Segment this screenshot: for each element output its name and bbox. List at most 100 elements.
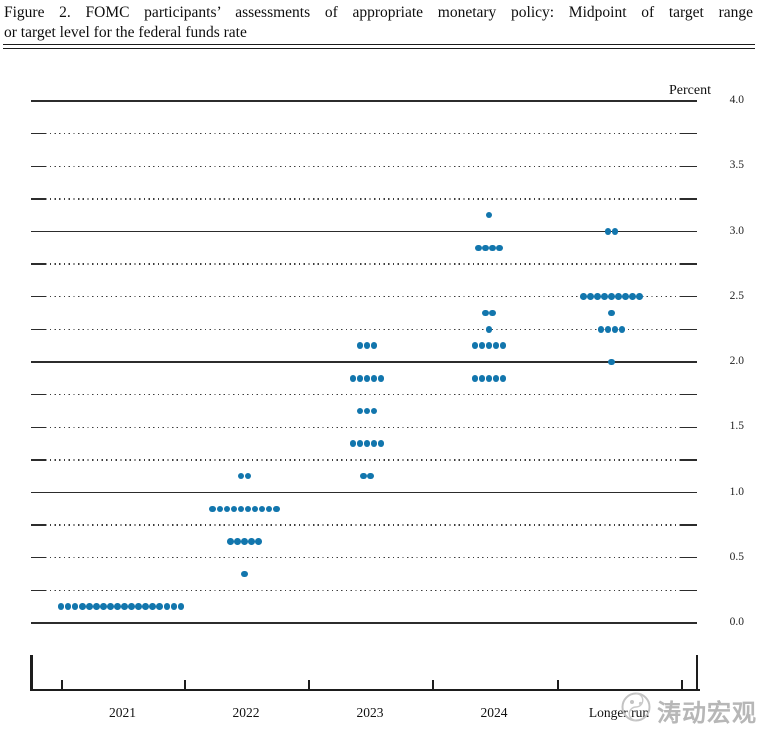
fomc-participant-dot [163, 603, 171, 610]
title-divider-rule [3, 44, 755, 49]
gridline-left-stub [31, 328, 46, 331]
fomc-participant-dot [377, 375, 385, 382]
fomc-participant-dot [265, 505, 273, 513]
gridline-dotted [31, 557, 697, 559]
ytick-label: 3.5 [729, 159, 744, 172]
x-category-label: 2022 [232, 705, 260, 720]
fomc-participant-dot [234, 538, 241, 545]
fomc-participant-dot [93, 603, 100, 610]
gridline-right-stub [680, 198, 697, 200]
gridline-dotted [31, 328, 697, 331]
fomc-participant-dot [177, 603, 185, 610]
fomc-participant-dot [244, 505, 252, 513]
fomc-participant-dot [216, 505, 224, 513]
fomc-participant-dot [241, 538, 248, 545]
figure-title-line2: or target level for the federal funds ra… [4, 23, 247, 41]
fomc-participant-dot [78, 603, 86, 610]
fomc-participant-dot [608, 358, 615, 366]
fomc-participant-dot [128, 603, 135, 610]
fomc-participant-dot [349, 375, 357, 382]
fomc-participant-dot [485, 211, 493, 219]
fomc-participant-dot [227, 538, 234, 545]
gridline-right-stub [680, 165, 697, 167]
gridline-left-stub [31, 198, 46, 200]
fomc-participant-dot [580, 293, 587, 301]
fomc-participant-dot [363, 342, 371, 349]
fomc-participant-dot [485, 326, 493, 333]
fomc-participant-dot [356, 440, 364, 447]
gridline-right-stub [680, 393, 697, 396]
fomc-participant-dot [485, 342, 493, 349]
fomc-participant-dot [114, 603, 121, 610]
fomc-participant-dot [492, 342, 500, 349]
fomc-participant-dot [64, 603, 72, 610]
gridline-left-stub [31, 296, 46, 298]
x-axis-right-endcap [695, 655, 699, 691]
fomc-participant-dot [149, 603, 157, 610]
fomc-participant-dot [485, 375, 493, 382]
fomc-participant-dot [85, 603, 93, 610]
fomc-participant-dot [241, 570, 248, 578]
fomc-participant-dot [471, 375, 479, 382]
fomc-participant-dot [356, 375, 364, 382]
fomc-participant-dot [57, 603, 65, 610]
fomc-participant-dot [478, 375, 486, 382]
fomc-participant-dot [349, 440, 357, 447]
fomc-participant-dot [475, 244, 482, 252]
gridline-dotted [31, 296, 697, 298]
x-category-label: 2023 [356, 705, 384, 720]
fomc-participant-dot [594, 293, 601, 301]
fomc-participant-dot [100, 603, 107, 610]
fomc-participant-dot [71, 603, 79, 610]
fomc-participant-dot [156, 603, 164, 610]
gridline-dotted [31, 393, 697, 396]
ytick-label: 1.5 [729, 420, 744, 433]
fomc-participant-dot [489, 244, 496, 252]
figure-title: Figure 2. FOMC participants’ assessments… [4, 3, 753, 43]
fomc-participant-dot [255, 538, 262, 545]
gridline-solid [31, 622, 697, 624]
fomc-participant-dot [367, 472, 374, 480]
x-axis-tick [61, 680, 63, 691]
fomc-participant-dot [209, 505, 217, 513]
ytick-label: 1.0 [729, 485, 744, 498]
fomc-participant-dot [107, 603, 114, 610]
gridline-solid [31, 361, 697, 363]
gridline-right-stub [680, 296, 697, 298]
x-axis-tick [557, 680, 559, 691]
gridline-left-stub [31, 524, 46, 526]
fomc-participant-dot [499, 342, 507, 349]
fomc-participant-dot [615, 293, 622, 301]
gridline-right-stub [680, 328, 697, 331]
fomc-participant-dot [604, 228, 612, 235]
fomc-participant-dot [142, 603, 149, 610]
gridline-left-stub [31, 393, 46, 396]
fomc-participant-dot [356, 407, 364, 415]
gridline-left-stub [31, 426, 46, 428]
gridline-right-stub [680, 524, 697, 526]
gridline-right-stub [680, 426, 697, 428]
gridline-left-stub [31, 165, 46, 167]
gridline-right-stub [680, 459, 697, 461]
fomc-participant-dot [272, 505, 280, 513]
gridline-left-stub [31, 263, 46, 265]
fomc-participant-dot [482, 309, 489, 317]
fomc-participant-dot [587, 293, 594, 301]
x-category-label: 2021 [109, 705, 136, 720]
fomc-participant-dot [492, 375, 500, 382]
fomc-participant-dot [601, 293, 608, 301]
fomc-participant-dot [360, 472, 367, 480]
gridline-dotted [31, 165, 697, 167]
fomc-participant-dot [363, 440, 371, 447]
x-category-label: 2024 [480, 705, 508, 720]
gridline-left-stub [31, 589, 46, 592]
fomc-participant-dot [223, 505, 231, 513]
fomc-participant-dot [636, 293, 643, 301]
y-axis-unit-label: Percent [669, 83, 711, 98]
fomc-participant-dot [489, 309, 496, 317]
fomc-participant-dot [237, 472, 245, 480]
gridline-dotted [31, 426, 697, 428]
fomc-participant-dot [482, 244, 489, 252]
